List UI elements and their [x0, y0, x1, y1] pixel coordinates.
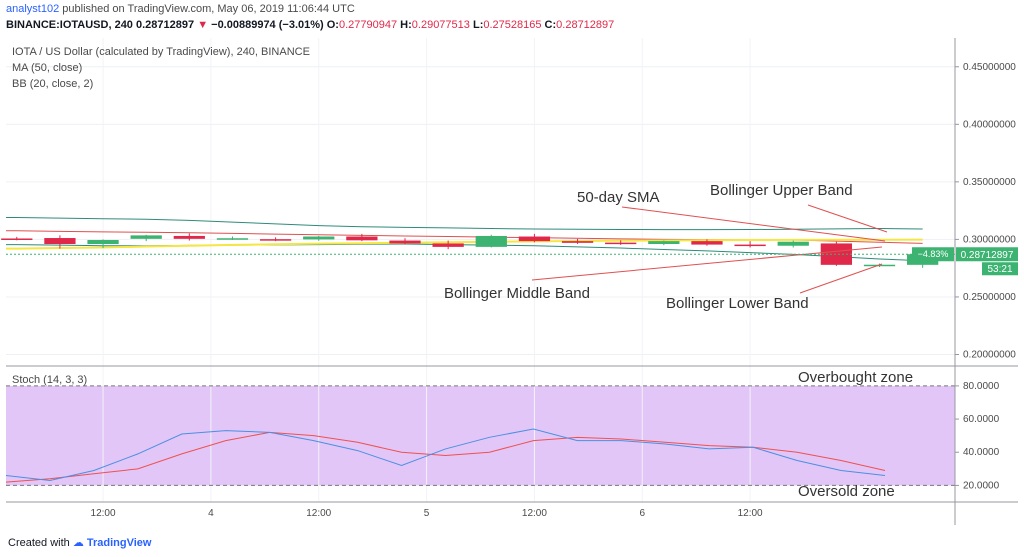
price-tag-text: 0.28712897 — [961, 250, 1014, 261]
stoch-tick-label: 60.0000 — [963, 414, 1000, 425]
candle-body — [173, 235, 205, 239]
time-axis: 12:00 4 12:00 5 12:00 6 12:00 — [91, 508, 764, 519]
stoch-lines — [5, 385, 955, 486]
symbol-label: BINANCE:IOTAUSD, 240 — [6, 19, 133, 31]
candle-body — [259, 239, 292, 241]
stoch-zone-background — [6, 385, 955, 486]
price-axis: 0.45000000 0.40000000 0.35000000 0.30000000… — [955, 62, 1016, 360]
price-tick-label: 0.45000000 — [963, 62, 1016, 73]
candle-body — [863, 264, 896, 267]
chart-title: IOTA / US Dollar (calculated by TradingV… — [12, 46, 310, 58]
candle-body — [691, 241, 723, 245]
time-tick-label: 6 — [639, 508, 645, 519]
candle-body — [605, 242, 637, 245]
candle-body — [518, 236, 551, 242]
oversold-label: Oversold zone — [798, 483, 895, 500]
annotation-bollinger-middle: Bollinger Middle Band — [444, 285, 590, 302]
stoch-k-line — [5, 428, 886, 481]
author-link[interactable]: analyst102 — [6, 3, 60, 15]
change-value: −0.00889974 (−3.01%) — [211, 19, 324, 31]
stoch-legend[interactable]: Stoch (14, 3, 3) — [12, 374, 88, 386]
publish-line: analyst102 published on TradingView.com,… — [6, 3, 355, 15]
close-value: 0.28712897 — [556, 19, 615, 31]
down-arrow-icon: ▼ — [197, 19, 209, 31]
open-label: O: — [326, 19, 339, 31]
arrow-upper — [807, 204, 888, 233]
candle-body — [1, 238, 33, 240]
candle-body — [820, 243, 853, 265]
stoch-tick-label: 40.0000 — [963, 447, 1000, 458]
price-tick-label: 0.35000000 — [963, 177, 1016, 188]
candle-body — [346, 236, 378, 241]
candle-body — [734, 244, 766, 247]
candle-body — [130, 235, 162, 239]
low-label: L: — [472, 19, 484, 31]
annotation-50-day-sma: 50-day SMA — [577, 189, 660, 206]
stoch-tick-label: 80.0000 — [963, 381, 1000, 392]
candle-body — [432, 243, 464, 247]
symbol-header: BINANCE:IOTAUSD, 240 0.28712897 ▼ −0.008… — [6, 19, 614, 31]
last-price: 0.28712897 — [136, 19, 195, 31]
bb-upper-line — [6, 217, 923, 231]
time-tick-label: 4 — [208, 508, 214, 519]
arrow-middle — [531, 246, 883, 281]
bb-legend[interactable]: BB (20, close, 2) — [12, 78, 94, 90]
footer-created: Created with — [8, 537, 70, 549]
time-tick-label: 5 — [424, 508, 430, 519]
price-tick-label: 0.20000000 — [963, 349, 1016, 360]
price-tick-label: 0.30000000 — [963, 234, 1016, 245]
annotation-bollinger-upper: Bollinger Upper Band — [710, 182, 853, 199]
candle-body — [389, 240, 421, 244]
stoch-d-line — [5, 431, 886, 483]
price-tag — [956, 247, 1018, 262]
change-tag-text: −4.83% — [918, 249, 949, 259]
price-tick-label: 0.25000000 — [963, 292, 1016, 303]
stoch-axis: 80.0000 60.0000 40.0000 20.0000 — [955, 381, 1000, 491]
footer: Created with ☁ TradingView — [8, 536, 151, 549]
candle-body — [475, 235, 507, 247]
low-value: 0.27528165 — [483, 19, 542, 31]
ma-legend[interactable]: MA (50, close) — [12, 62, 83, 74]
candle-body — [216, 238, 249, 240]
tradingview-logo-icon: ☁ — [72, 537, 84, 549]
candle-body — [777, 241, 809, 246]
arrow-lower — [799, 263, 883, 294]
candle-body — [303, 236, 335, 240]
candle-body — [87, 239, 119, 245]
change-tag — [912, 247, 954, 262]
high-label: H: — [400, 19, 412, 31]
price-tick-label: 0.40000000 — [963, 119, 1016, 130]
footer-brand[interactable]: TradingView — [86, 537, 152, 549]
time-tick-label: 12:00 — [522, 508, 547, 519]
annotation-bollinger-lower: Bollinger Lower Band — [666, 295, 809, 312]
candles — [1, 233, 939, 268]
arrow-sma — [621, 206, 886, 242]
overbought-label: Overbought zone — [798, 369, 913, 386]
time-tick-label: 12:00 — [738, 508, 763, 519]
time-tick-label: 12:00 — [306, 508, 331, 519]
candle-body — [648, 241, 680, 245]
countdown-text: 53:21 — [987, 264, 1012, 275]
publish-text: published on TradingView.com, May 06, 20… — [62, 3, 355, 15]
candle-body — [561, 241, 594, 243]
close-label: C: — [544, 19, 557, 31]
candle-body — [44, 238, 76, 245]
high-value: 0.29077513 — [411, 19, 470, 31]
open-value: 0.27790947 — [338, 19, 398, 31]
countdown-tag — [982, 262, 1018, 276]
time-tick-label: 12:00 — [91, 508, 116, 519]
stoch-tick-label: 20.0000 — [963, 480, 1000, 491]
